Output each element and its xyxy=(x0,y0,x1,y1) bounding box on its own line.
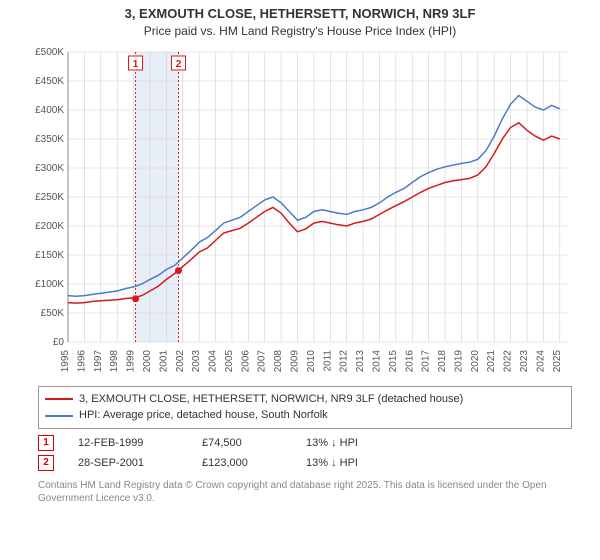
svg-text:2001: 2001 xyxy=(158,350,169,373)
svg-text:1996: 1996 xyxy=(76,350,87,373)
sale-points-table: 1 12-FEB-1999 £74,500 13% ↓ HPI 2 28-SEP-2001… xyxy=(38,433,572,473)
sale-point-diff: 13% ↓ HPI xyxy=(306,457,396,469)
svg-text:2023: 2023 xyxy=(519,350,530,373)
legend: 3, EXMOUTH CLOSE, HETHERSETT, NORWICH, N… xyxy=(38,386,572,429)
svg-text:£100K: £100K xyxy=(35,279,64,290)
legend-item: HPI: Average price, detached house, Sout… xyxy=(45,407,565,424)
sale-point-price: £74,500 xyxy=(202,437,282,449)
svg-text:£300K: £300K xyxy=(35,163,64,174)
svg-text:2021: 2021 xyxy=(486,350,497,373)
legend-label: HPI: Average price, detached house, Sout… xyxy=(79,407,328,424)
legend-swatch xyxy=(45,398,73,400)
svg-text:£500K: £500K xyxy=(35,47,64,58)
footnote: Contains HM Land Registry data © Crown c… xyxy=(38,479,572,505)
svg-text:1998: 1998 xyxy=(109,350,120,373)
svg-text:2005: 2005 xyxy=(224,350,235,373)
svg-text:£450K: £450K xyxy=(35,76,64,87)
svg-text:2000: 2000 xyxy=(142,350,153,373)
svg-text:2002: 2002 xyxy=(175,350,186,373)
svg-text:1999: 1999 xyxy=(126,350,137,373)
svg-text:2019: 2019 xyxy=(453,350,464,373)
svg-text:1997: 1997 xyxy=(93,350,104,373)
svg-text:£0: £0 xyxy=(53,337,65,348)
svg-text:2007: 2007 xyxy=(257,350,268,373)
svg-text:2017: 2017 xyxy=(421,350,432,373)
sale-point-row: 1 12-FEB-1999 £74,500 13% ↓ HPI xyxy=(38,433,572,453)
svg-text:2016: 2016 xyxy=(404,350,415,373)
svg-text:2025: 2025 xyxy=(552,350,563,373)
svg-text:2024: 2024 xyxy=(535,350,546,373)
sale-point-date: 12-FEB-1999 xyxy=(78,437,178,449)
sale-point-row: 2 28-SEP-2001 £123,000 13% ↓ HPI xyxy=(38,453,572,473)
svg-text:2013: 2013 xyxy=(355,350,366,373)
svg-text:2020: 2020 xyxy=(470,350,481,373)
svg-text:2004: 2004 xyxy=(208,350,219,373)
price-chart: £0 £50K £100K £150K £200K £250K £300K £350K £400… xyxy=(20,42,580,382)
svg-text:2022: 2022 xyxy=(503,350,514,373)
legend-item: 3, EXMOUTH CLOSE, HETHERSETT, NORWICH, N… xyxy=(45,391,565,408)
svg-text:1: 1 xyxy=(133,59,139,70)
legend-label: 3, EXMOUTH CLOSE, HETHERSETT, NORWICH, N… xyxy=(79,391,463,408)
svg-text:2006: 2006 xyxy=(240,350,251,373)
svg-text:£200K: £200K xyxy=(35,221,64,232)
chart-subtitle: Price paid vs. HM Land Registry's House … xyxy=(0,22,600,38)
svg-text:£400K: £400K xyxy=(35,105,64,116)
svg-text:£250K: £250K xyxy=(35,192,64,203)
svg-text:2: 2 xyxy=(176,59,182,70)
sale-point-marker: 2 xyxy=(38,455,54,471)
chart-title: 3, EXMOUTH CLOSE, HETHERSETT, NORWICH, N… xyxy=(0,0,600,22)
sale-point-price: £123,000 xyxy=(202,457,282,469)
svg-text:2018: 2018 xyxy=(437,350,448,373)
svg-text:2008: 2008 xyxy=(273,350,284,373)
svg-text:£150K: £150K xyxy=(35,250,64,261)
svg-text:2012: 2012 xyxy=(339,350,350,373)
svg-text:2014: 2014 xyxy=(371,350,382,373)
svg-text:2011: 2011 xyxy=(322,350,333,372)
legend-swatch xyxy=(45,415,73,417)
sale-point-date: 28-SEP-2001 xyxy=(78,457,178,469)
svg-text:£50K: £50K xyxy=(41,308,65,319)
svg-text:2015: 2015 xyxy=(388,350,399,373)
sale-point-marker: 1 xyxy=(38,435,54,451)
svg-text:£350K: £350K xyxy=(35,134,64,145)
svg-text:1995: 1995 xyxy=(60,350,71,373)
svg-text:2009: 2009 xyxy=(290,350,301,373)
sale-point-diff: 13% ↓ HPI xyxy=(306,437,396,449)
svg-text:2010: 2010 xyxy=(306,350,317,373)
svg-text:2003: 2003 xyxy=(191,350,202,373)
